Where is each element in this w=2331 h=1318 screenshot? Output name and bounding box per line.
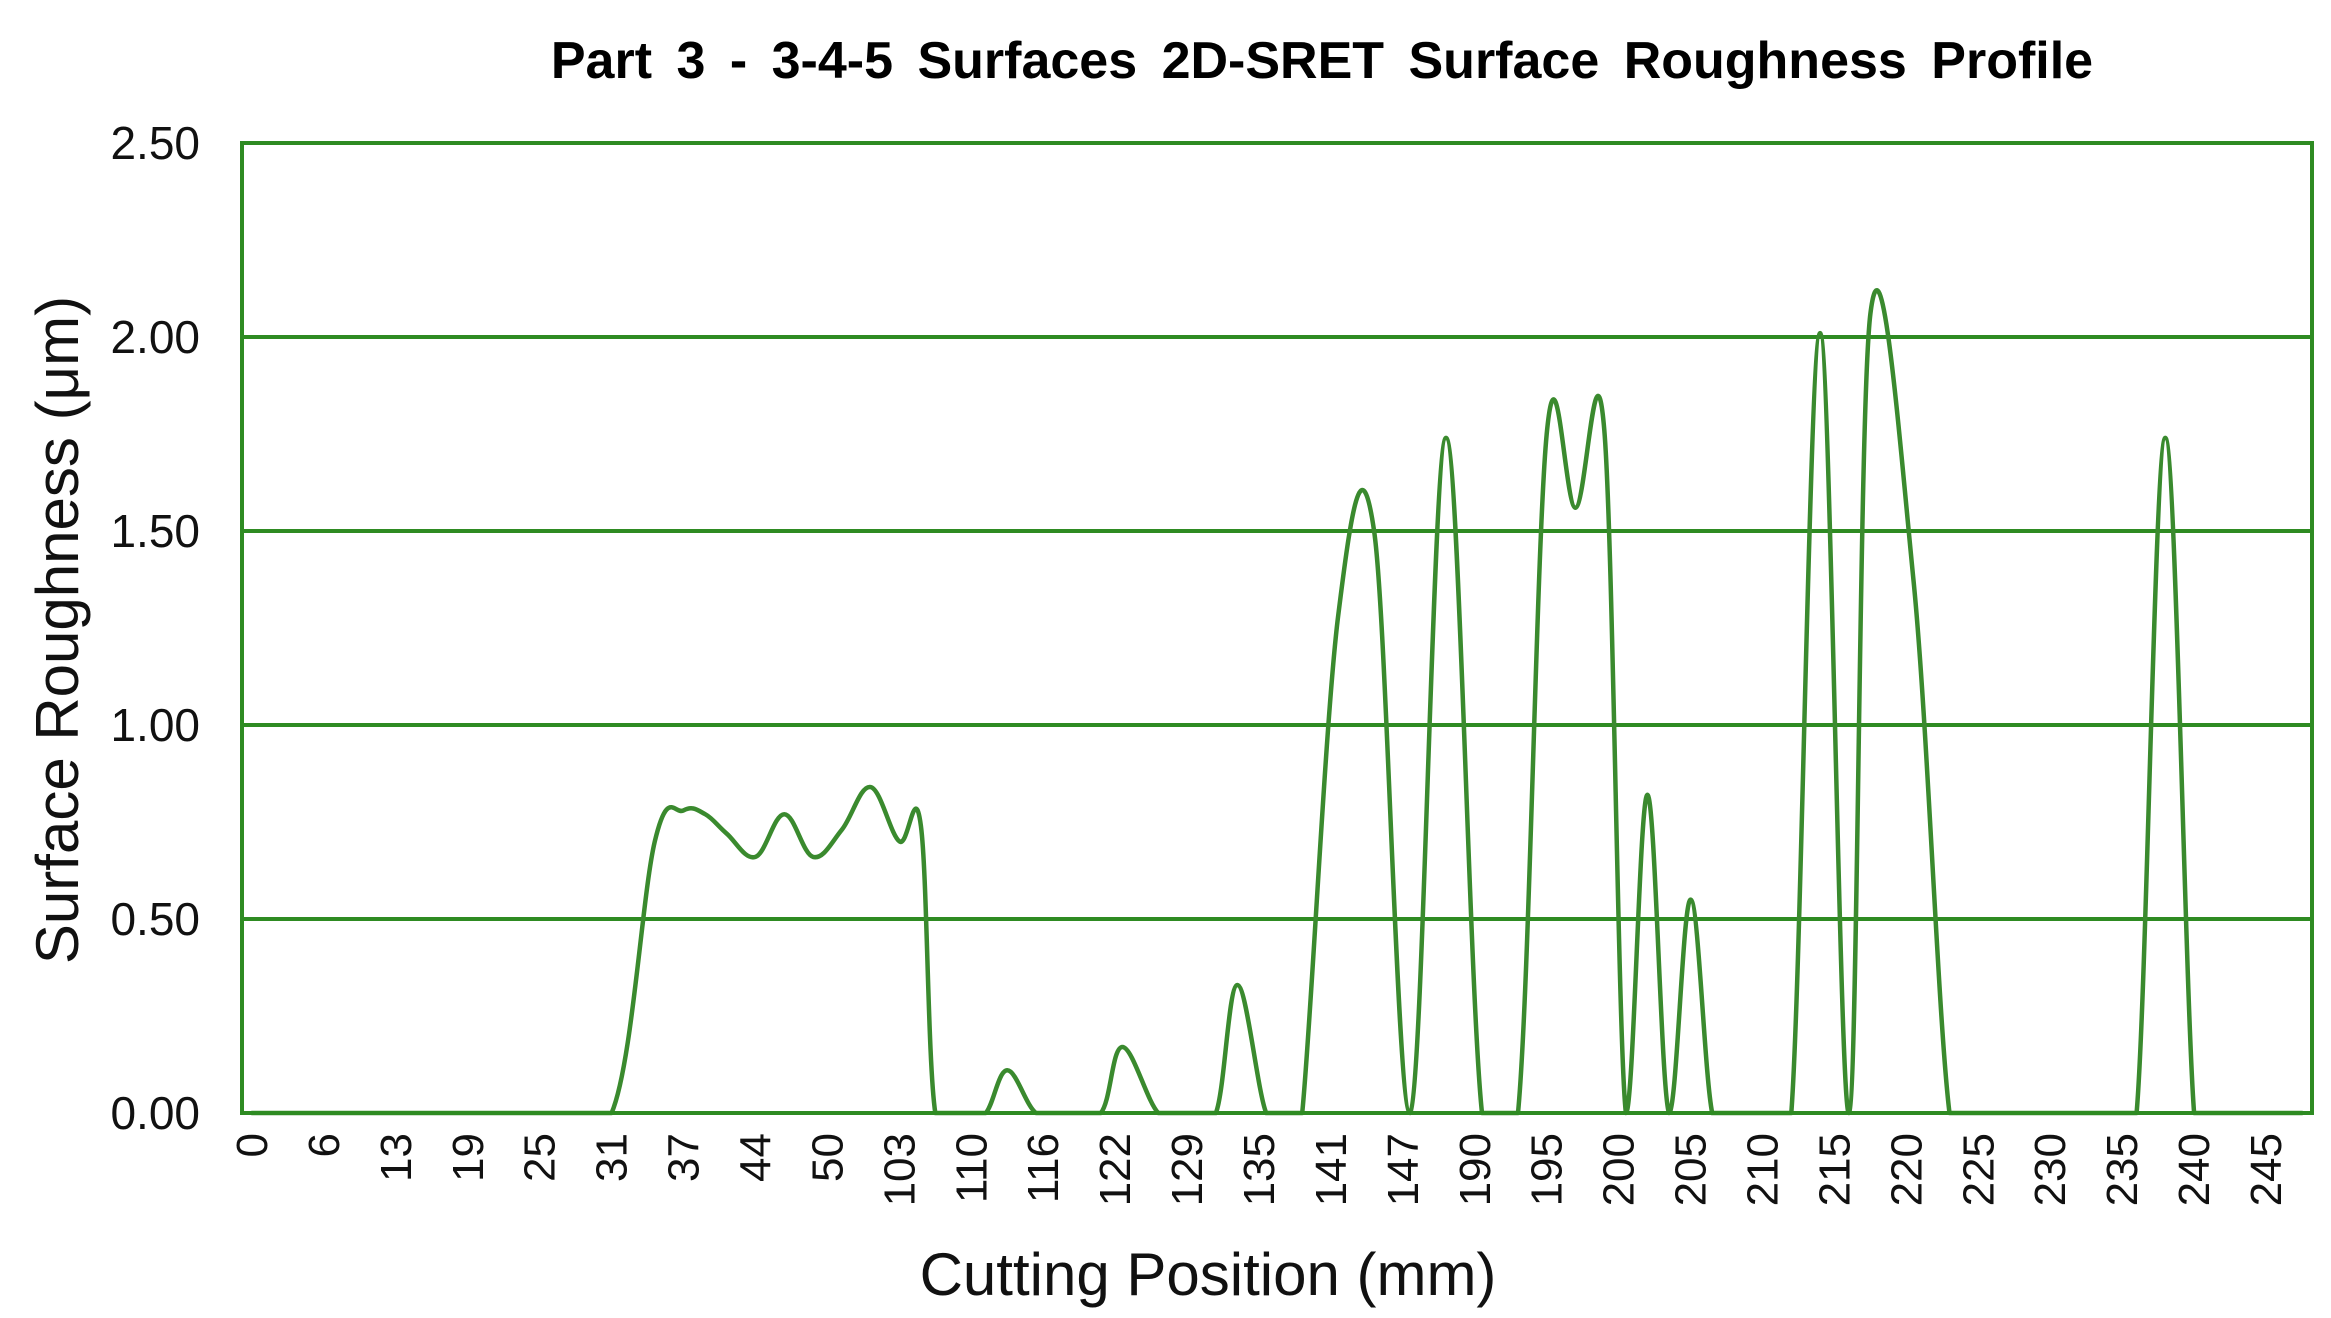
x-tick-label: 195 <box>1523 1133 1572 1206</box>
x-tick-label: 210 <box>1739 1133 1788 1206</box>
x-tick-label: 147 <box>1379 1133 1428 1206</box>
x-tick-label: 225 <box>1954 1133 2003 1206</box>
y-tick-label: 0.00 <box>110 1087 200 1139</box>
x-tick-label: 19 <box>444 1133 493 1182</box>
x-tick-label: 230 <box>2026 1133 2075 1206</box>
y-tick-label: 0.50 <box>110 893 200 945</box>
x-tick-label: 44 <box>732 1133 781 1182</box>
x-tick-label: 200 <box>1595 1133 1644 1206</box>
x-tick-label: 141 <box>1307 1133 1356 1206</box>
x-tick-label: 245 <box>2242 1133 2291 1206</box>
x-tick-label: 135 <box>1235 1133 1284 1206</box>
x-tick-label: 110 <box>947 1133 996 1203</box>
y-axis-ticks: 0.00 0.50 1.00 1.50 2.00 2.50 <box>110 117 200 1139</box>
x-tick-label: 6 <box>300 1133 349 1157</box>
x-tick-label: 31 <box>588 1133 637 1182</box>
x-tick-label: 0 <box>228 1133 277 1157</box>
y-tick-label: 1.50 <box>110 505 200 557</box>
gridlines <box>242 141 2312 1115</box>
x-tick-label: 37 <box>660 1133 709 1182</box>
x-tick-label: 122 <box>1091 1133 1140 1206</box>
x-tick-label: 103 <box>875 1133 924 1206</box>
x-tick-label: 13 <box>372 1133 421 1182</box>
y-tick-label: 1.00 <box>110 699 200 751</box>
y-tick-label: 2.00 <box>110 311 200 363</box>
x-tick-label: 240 <box>2170 1133 2219 1206</box>
plot-area-frame <box>240 141 2314 1115</box>
x-tick-label: 205 <box>1667 1133 1716 1206</box>
x-tick-label: 116 <box>1019 1133 1068 1203</box>
x-tick-label: 235 <box>2098 1133 2147 1206</box>
chart-title: Part 3 - 3-4-5 Surfaces 2D-SRET Surface … <box>551 32 2093 90</box>
x-tick-label: 190 <box>1451 1133 1500 1206</box>
y-tick-label: 2.50 <box>110 117 200 169</box>
x-tick-label: 215 <box>1810 1133 1859 1206</box>
x-tick-label: 50 <box>803 1133 852 1182</box>
x-axis-label: Cutting Position (mm) <box>920 1241 1497 1308</box>
roughness-series-line <box>249 288 2305 1116</box>
y-axis-label: Surface Roughness (μm) <box>24 296 91 964</box>
x-tick-label: 129 <box>1163 1133 1212 1206</box>
x-tick-label: 25 <box>516 1133 565 1182</box>
x-tick-label: 220 <box>1882 1133 1931 1206</box>
x-axis-ticks: 0 6 13 19 25 31 37 44 50 103 110 116 122 129 135 141 147… <box>228 1133 2291 1206</box>
